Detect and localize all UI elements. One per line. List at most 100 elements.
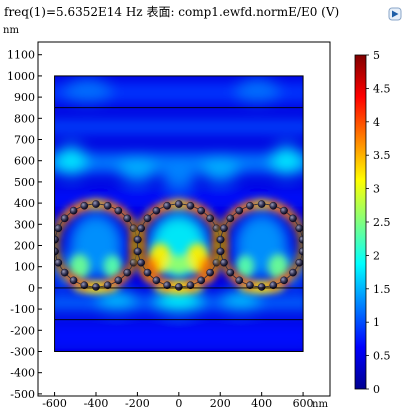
nanoparticle-bead [280,276,288,285]
y-tick-label: 300 [14,218,35,231]
y-tick-label: 1000 [7,70,35,83]
y-tick-label: 600 [14,155,35,168]
field-blob-9 [236,78,279,104]
nanoparticle-bead [226,214,235,223]
field-blob-10 [98,290,136,312]
y-tick-label: 200 [14,239,35,252]
colorbar-tick-label: 1 [373,316,380,329]
nanoparticle-bead [80,201,89,210]
nanoparticle-bead [163,281,171,290]
nanoparticle-bead [186,281,195,290]
x-tick-label: -200 [125,397,150,410]
y-tick-label: -300 [10,345,35,358]
nanoparticle-bead [134,247,142,256]
nanoparticle-bead [80,281,89,290]
nanoparticle-bead [246,281,254,290]
y-tick-label: -200 [10,324,35,337]
nanoparticle-bead [220,224,228,233]
y-tick-label: 700 [14,134,35,147]
field-hotspot-2 [166,255,192,275]
export-image-icon[interactable] [388,6,402,21]
colorbar-gradient [354,54,367,390]
nanoparticle-bead [226,268,235,277]
colorbar-tick-label: 1.5 [373,283,391,296]
nanoparticle-bead [246,201,254,210]
field-blob-0 [56,145,86,176]
colorbar: 0 0.5 1 1.5 2 2.5 3 3.5 4 4.5 5 [354,49,391,396]
nanoparticle-bead [197,206,206,215]
y-tick-label: 800 [14,112,35,125]
plot-title: freq(1)=5.6352E14 Hz 表面: comp1.ewfd.norm… [4,5,340,19]
nanoparticle-bead [269,281,278,290]
nanoparticle-bead [103,281,112,290]
colorbar-tick-label: 4.5 [373,82,391,95]
field-map [54,75,304,352]
nanoparticle-bead [295,258,304,267]
field-band-1 [54,120,304,134]
x-tick-label: 400 [251,397,272,410]
y-tick-label: -100 [10,303,35,316]
nanoparticle-bead [134,235,142,244]
field-blob-2 [118,156,157,182]
nanoparticle-bead [123,268,132,277]
x-tick-label: 200 [210,397,231,410]
nanoparticle-bead [163,201,171,210]
ring-3 [215,198,304,293]
field-hotspot-10 [235,255,255,279]
nanoparticle-bead [137,224,145,233]
colorbar-tick-label: 3 [373,183,380,196]
field-hotspot-9 [103,255,122,279]
colorbar-tick-label: 3.5 [373,149,391,162]
nanoparticle-bead [143,214,152,223]
x-tick-label: 0 [175,397,182,410]
field-band-5 [54,324,304,349]
nanoparticle-bead [152,206,161,215]
colorbar-tick-label: 0.5 [373,350,391,363]
field-blob-12 [156,288,202,313]
nanoparticle-bead [60,214,69,223]
domain-outline [54,75,304,352]
y-tick-label: 1100 [7,49,35,62]
colorbar-tick-label: 2 [373,249,380,262]
field-blob-8 [64,78,111,104]
nanoparticle-bead [92,200,100,208]
nanoparticle-bead [114,206,123,215]
nanoparticle-bead [54,258,63,267]
colorbar-tick-label: 0 [373,383,380,396]
nanoparticle-bead [280,206,288,215]
field-band-2 [54,153,304,173]
nanoparticle-bead [54,224,63,233]
colorbar-tick-label: 2.5 [373,216,391,229]
nanoparticle-bead [206,268,214,277]
axes: 110010009008007006005004003002001000-100… [3,25,328,410]
nanoparticle-bead [175,200,183,208]
nanoparticle-rings [54,198,304,293]
nanoparticle-bead [216,235,225,244]
y-axis-unit: nm [3,25,19,36]
x-tick-label: -600 [42,397,67,410]
nanoparticle-bead [114,276,123,285]
y-tick-label: -400 [10,367,35,380]
nanoparticle-bead [235,276,244,285]
nanoparticle-bead [143,268,152,277]
field-blob-4 [162,166,196,190]
nanoparticle-bead [269,201,278,210]
nanoparticle-bead [123,214,132,223]
nanoparticle-bead [60,268,69,277]
nanoparticle-bead [206,214,214,223]
x-axis-unit: nm [312,399,328,410]
field-soft-regions [54,78,304,349]
nanoparticle-bead [197,276,206,285]
nanoparticle-bead [289,214,297,223]
field-hotspot-7 [69,253,90,280]
nanoparticle-bead [186,201,195,210]
colorbar-tick-label: 5 [373,49,380,62]
x-tick-label: -400 [84,397,109,410]
nanoparticle-bead [257,283,266,291]
nanoparticle-bead [69,276,78,285]
colorbar-tick-label: 4 [373,116,380,129]
nanoparticle-bead [69,206,78,215]
nanoparticle-bead [295,224,304,233]
y-tick-label: 400 [14,197,35,210]
